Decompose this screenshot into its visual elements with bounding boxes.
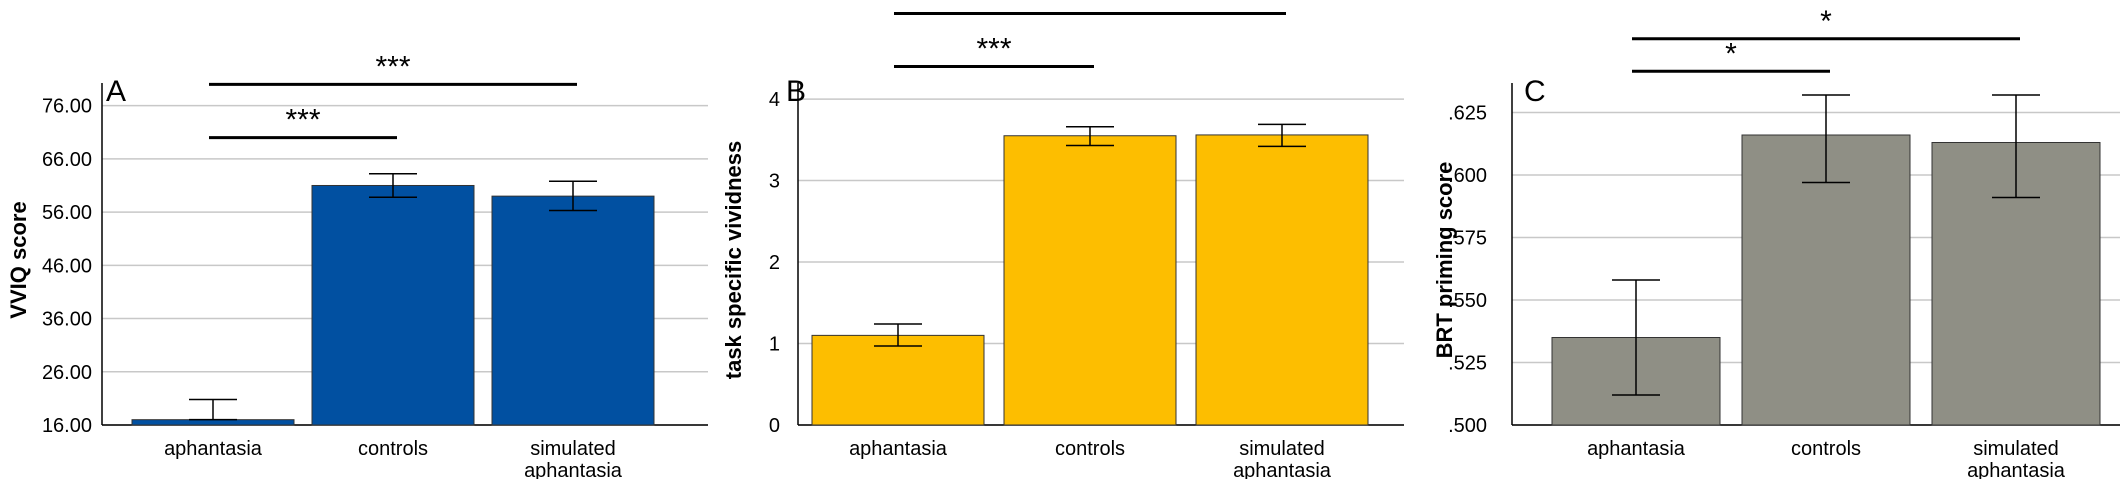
y-tick-label: .525	[1448, 353, 1487, 375]
significance-label: ***	[375, 50, 410, 83]
x-tick-label: aphantasia	[1233, 460, 1332, 479]
x-tick-label: controls	[358, 438, 428, 460]
y-tick-label: 16.00	[42, 415, 92, 437]
panel-letter: A	[106, 75, 126, 108]
y-axis-label: BRT priming score	[1432, 162, 1457, 359]
bar	[811, 334, 985, 426]
panel-letter: C	[1524, 75, 1546, 108]
y-tick-label: 56.00	[42, 202, 92, 224]
significance-label: *	[1725, 37, 1737, 70]
x-tick-label: simulated	[530, 438, 616, 460]
x-tick-label: controls	[1791, 438, 1861, 460]
bar	[311, 184, 475, 426]
chart-panel-a: 16.00 26.00 36.00 46.00 56.00 66.00 76.00 aphan…	[6, 50, 708, 479]
y-axis-label: VVIQ score	[6, 201, 31, 318]
x-tick-label: aphantasia	[849, 438, 948, 460]
y-tick-label: 2	[769, 252, 780, 274]
significance-label: *	[1820, 5, 1832, 38]
x-tick-label: aphantasia	[1587, 438, 1686, 460]
y-tick-label: 76.00	[42, 96, 92, 118]
y-tick-label: .600	[1448, 165, 1487, 187]
bar	[491, 195, 655, 426]
y-tick-label: .500	[1448, 415, 1487, 437]
x-tick-label: simulated	[1973, 438, 2059, 460]
x-tick-label: aphantasia	[524, 460, 623, 479]
bar	[1003, 135, 1177, 426]
y-tick-label: .625	[1448, 103, 1487, 125]
y-tick-label: 3	[769, 171, 780, 193]
bar	[1741, 134, 1911, 426]
y-tick-label: .575	[1448, 228, 1487, 250]
y-tick-label: 46.00	[42, 255, 92, 277]
bar	[1195, 134, 1369, 426]
y-tick-label: 0	[769, 415, 780, 437]
x-tick-label: controls	[1055, 438, 1125, 460]
y-tick-label: 26.00	[42, 362, 92, 384]
significance-label: ***	[976, 32, 1011, 65]
y-axis-label: task specific vividness	[721, 141, 746, 379]
bar	[131, 419, 295, 426]
y-tick-label: 36.00	[42, 309, 92, 331]
x-tick-label: aphantasia	[1967, 460, 2066, 479]
y-tick-label: 4	[769, 89, 780, 111]
significance-label: ***	[285, 104, 320, 137]
y-tick-label: 1	[769, 334, 780, 356]
x-tick-label: simulated	[1239, 438, 1325, 460]
y-tick-label: 66.00	[42, 149, 92, 171]
significance-label: ***	[1072, 0, 1107, 13]
chart-panel-c: .500 .525 .550 .575 .600 .625 aphantasia contro…	[1432, 5, 2120, 479]
y-tick-label: .550	[1448, 290, 1487, 312]
x-tick-label: aphantasia	[164, 438, 263, 460]
panel-letter: B	[786, 75, 806, 108]
